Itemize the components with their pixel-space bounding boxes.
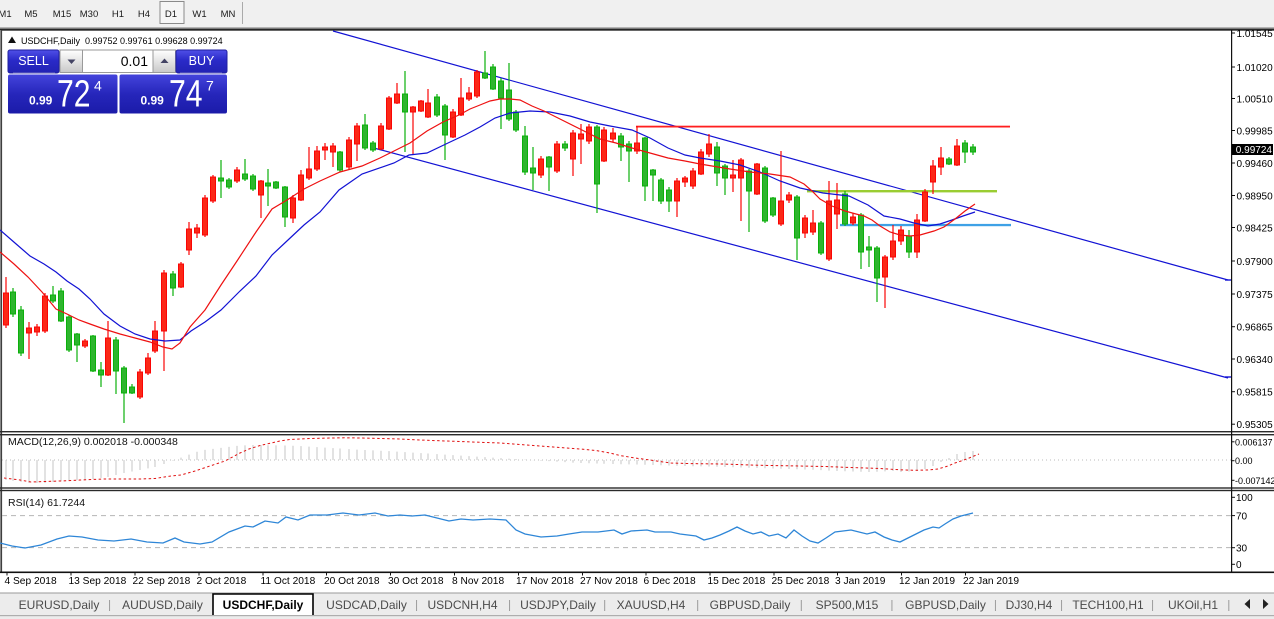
svg-text:M5: M5 xyxy=(24,9,37,20)
svg-text:100: 100 xyxy=(1236,493,1253,504)
svg-text:|: | xyxy=(696,598,699,612)
svg-text:XAUUSD,H4: XAUUSD,H4 xyxy=(617,598,686,612)
svg-text:1.01545: 1.01545 xyxy=(1237,29,1274,40)
svg-text:17 Nov 2018: 17 Nov 2018 xyxy=(516,576,574,587)
svg-text:0.006137: 0.006137 xyxy=(1235,437,1273,447)
svg-text:|: | xyxy=(508,598,511,612)
svg-text:8 Nov 2018: 8 Nov 2018 xyxy=(452,576,504,587)
svg-text:SELL: SELL xyxy=(18,54,49,68)
svg-text:70: 70 xyxy=(1236,511,1248,522)
svg-text:MN: MN xyxy=(221,9,236,20)
svg-text:0.98425: 0.98425 xyxy=(1237,223,1274,234)
svg-text:1.00510: 1.00510 xyxy=(1237,94,1274,105)
svg-text:0.96340: 0.96340 xyxy=(1237,355,1274,366)
svg-text:-0.007142: -0.007142 xyxy=(1235,476,1274,486)
svg-text:TECH100,H1: TECH100,H1 xyxy=(1072,598,1144,612)
svg-text:0.01: 0.01 xyxy=(121,53,148,69)
svg-text:USDCAD,Daily: USDCAD,Daily xyxy=(326,598,407,612)
svg-text:22 Jan 2019: 22 Jan 2019 xyxy=(963,576,1019,587)
svg-text:|: | xyxy=(890,598,893,612)
svg-text:0.95305: 0.95305 xyxy=(1237,420,1274,431)
svg-text:0.99: 0.99 xyxy=(29,93,53,107)
svg-text:3 Jan 2019: 3 Jan 2019 xyxy=(835,576,886,587)
svg-text:74: 74 xyxy=(169,74,203,116)
svg-text:20 Oct 2018: 20 Oct 2018 xyxy=(324,576,380,587)
svg-text:USDCHF,Daily 0.99752 0.99761: USDCHF,Daily 0.99752 0.99761 0.99628 0.9… xyxy=(21,36,223,46)
svg-text:0.95815: 0.95815 xyxy=(1237,388,1274,399)
svg-text:15 Dec 2018: 15 Dec 2018 xyxy=(708,576,766,587)
svg-text:USDJPY,Daily: USDJPY,Daily xyxy=(520,598,596,612)
svg-text:USDCNH,H4: USDCNH,H4 xyxy=(427,598,497,612)
svg-text:W1: W1 xyxy=(192,9,206,20)
svg-text:BUY: BUY xyxy=(189,54,215,68)
svg-text:0.99724: 0.99724 xyxy=(1236,145,1273,156)
svg-text:H1: H1 xyxy=(112,9,124,20)
svg-text:H4: H4 xyxy=(138,9,150,20)
svg-text:27 Nov 2018: 27 Nov 2018 xyxy=(580,576,638,587)
svg-text:|: | xyxy=(1227,598,1230,612)
svg-text:0.99: 0.99 xyxy=(141,93,165,107)
svg-text:|: | xyxy=(1151,598,1154,612)
svg-text:|: | xyxy=(108,598,111,612)
svg-text:7: 7 xyxy=(206,78,214,94)
svg-text:0.00: 0.00 xyxy=(1235,456,1253,466)
svg-text:GBPUSD,Daily: GBPUSD,Daily xyxy=(905,598,986,612)
svg-text:|: | xyxy=(800,598,803,612)
svg-text:30 Oct 2018: 30 Oct 2018 xyxy=(388,576,444,587)
svg-text:EURUSD,Daily: EURUSD,Daily xyxy=(19,598,100,612)
svg-text:0.97375: 0.97375 xyxy=(1237,290,1274,301)
svg-text:AUDUSD,Daily: AUDUSD,Daily xyxy=(122,598,203,612)
svg-text:6 Dec 2018: 6 Dec 2018 xyxy=(644,576,696,587)
svg-text:M15: M15 xyxy=(53,9,71,20)
svg-text:|: | xyxy=(415,598,418,612)
svg-text:SP500,M15: SP500,M15 xyxy=(816,598,879,612)
svg-text:|: | xyxy=(994,598,997,612)
svg-text:0.98950: 0.98950 xyxy=(1237,191,1274,202)
svg-text:0: 0 xyxy=(1236,560,1242,571)
svg-text:0.96865: 0.96865 xyxy=(1237,323,1274,334)
svg-text:0.99460: 0.99460 xyxy=(1237,159,1274,170)
svg-text:UKOil,H1: UKOil,H1 xyxy=(1168,598,1218,612)
svg-text:30: 30 xyxy=(1236,544,1248,555)
svg-text:25 Dec 2018: 25 Dec 2018 xyxy=(772,576,830,587)
svg-text:4 Sep 2018: 4 Sep 2018 xyxy=(5,576,57,587)
svg-text:M30: M30 xyxy=(80,9,98,20)
svg-text:GBPUSD,Daily: GBPUSD,Daily xyxy=(710,598,791,612)
svg-text:12 Jan 2019: 12 Jan 2019 xyxy=(899,576,955,587)
svg-text:11 Oct 2018: 11 Oct 2018 xyxy=(261,576,316,587)
svg-text:1.01020: 1.01020 xyxy=(1237,63,1274,74)
svg-text:|: | xyxy=(603,598,606,612)
svg-text:72: 72 xyxy=(57,74,91,116)
svg-text:M1: M1 xyxy=(0,9,12,20)
svg-text:2 Oct 2018: 2 Oct 2018 xyxy=(197,576,247,587)
svg-text:|: | xyxy=(1060,598,1063,612)
svg-text:RSI(14) 61.7244: RSI(14) 61.7244 xyxy=(8,497,85,509)
svg-text:0.97900: 0.97900 xyxy=(1237,257,1274,268)
svg-text:D1: D1 xyxy=(165,9,177,20)
svg-text:4: 4 xyxy=(94,78,102,94)
svg-text:0.99985: 0.99985 xyxy=(1237,126,1274,137)
svg-text:USDCHF,Daily: USDCHF,Daily xyxy=(223,598,304,612)
svg-text:22 Sep 2018: 22 Sep 2018 xyxy=(133,576,191,587)
svg-text:DJ30,H4: DJ30,H4 xyxy=(1006,598,1053,612)
svg-text:13 Sep 2018: 13 Sep 2018 xyxy=(69,576,127,587)
svg-text:MACD(12,26,9) 0.002018 -0.0003: MACD(12,26,9) 0.002018 -0.000348 xyxy=(8,436,178,448)
